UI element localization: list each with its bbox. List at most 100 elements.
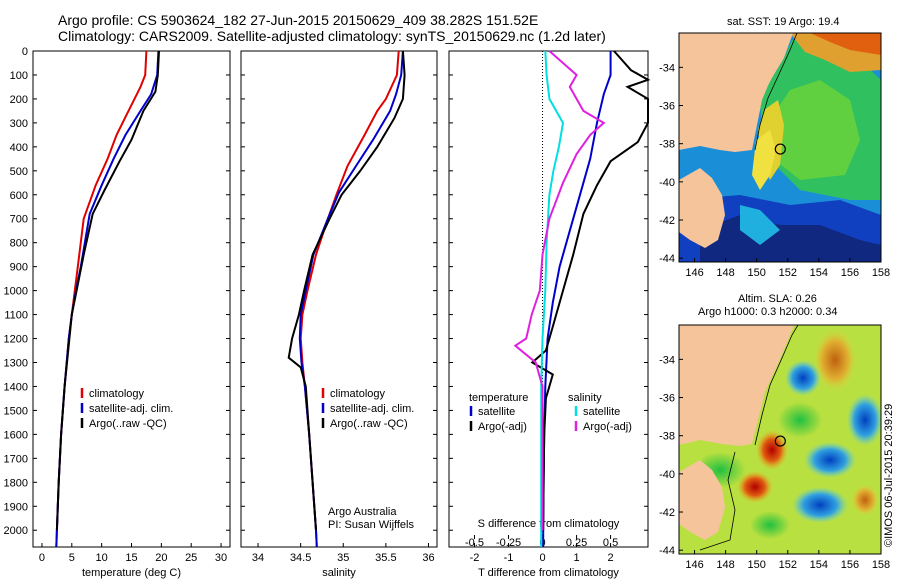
depth-tick-label: 1900 — [4, 501, 28, 513]
depth-tick-label: 100 — [10, 70, 28, 82]
legend-label: satellite — [583, 406, 620, 418]
depth-tick-label: 600 — [10, 190, 28, 202]
map-lat-label: -40 — [659, 177, 675, 189]
depth-axis: 0 100 200 300 400 500 600 700 800 900 1000 1100 1200… — [4, 46, 28, 537]
legend-label: climatology — [89, 388, 145, 400]
x-tick-label: 20 — [155, 552, 167, 564]
map-lon-label: 156 — [841, 267, 859, 279]
x-tick-label: 34 — [252, 552, 264, 564]
legend-label: satellite-adj. clim. — [89, 403, 173, 415]
x-tick-label: 5 — [69, 552, 75, 564]
header-line-1: Argo profile: CS 5903624_182 27-Jun-2015… — [58, 12, 539, 28]
depth-tick-label: 1400 — [4, 381, 28, 393]
s-tick-label: 0.5 — [603, 537, 618, 549]
header-line-2: Climatology: CARS2009. Satellite-adjuste… — [58, 28, 606, 44]
depth-tick-label: 1700 — [4, 453, 28, 465]
depth-tick-label: 1600 — [4, 429, 28, 441]
sla-map-title-2: Argo h1000: 0.3 h2000: 0.34 — [698, 306, 837, 318]
depth-tick-label: 800 — [10, 238, 28, 250]
depth-tick-label: 0 — [22, 46, 28, 58]
x-tick-label: 0 — [39, 552, 45, 564]
depth-tick-label: 200 — [10, 94, 28, 106]
plot-frame — [240, 50, 438, 548]
map-lon-label: 154 — [810, 559, 828, 571]
legend-label: satellite-adj. clim. — [330, 403, 414, 415]
map-lon-label: 148 — [716, 267, 734, 279]
map-lat-label: -42 — [659, 215, 675, 227]
x-tick-label: -1 — [504, 552, 514, 564]
map-lat-label: -34 — [659, 62, 675, 74]
x-tick-label: 35.5 — [375, 552, 396, 564]
s-tick-label: -0.5 — [465, 537, 484, 549]
map-lat-label: -42 — [659, 507, 675, 519]
map-lat-label: -34 — [659, 354, 675, 366]
x-tick-label: 35 — [337, 552, 349, 564]
footer-text: PI: Susan Wijffels — [328, 519, 414, 531]
sst-tasmania — [679, 168, 725, 248]
map-lon-label: 150 — [748, 559, 766, 571]
sst-map-title: sat. SST: 19 Argo: 19.4 — [727, 16, 840, 28]
legend-title-temperature: temperature — [469, 392, 528, 404]
series-line-argo-raw-qc- — [55, 50, 160, 531]
map-lat-label: -38 — [659, 431, 675, 443]
s-axis-label: S difference from climatology — [478, 518, 620, 530]
map-lon-label: 158 — [872, 559, 890, 571]
temperature-panel: 0 5 10 15 20 25 30 temperature (deg C) climatolo… — [32, 50, 231, 579]
series-line-temperature-argo-adj- — [530, 50, 651, 531]
depth-tick-label: 500 — [10, 166, 28, 178]
depth-tick-label: 2000 — [4, 525, 28, 537]
x-tick-label: 10 — [96, 552, 108, 564]
x-tick-label: 34.5 — [290, 552, 311, 564]
legend-label: Argo(..raw -QC) — [89, 418, 167, 430]
map-lat-label: -44 — [659, 545, 675, 557]
depth-tick-label: 300 — [10, 118, 28, 130]
x-axis-label: T difference from climatology — [478, 567, 619, 579]
legend-label: Argo(-adj) — [478, 421, 527, 433]
legend-title-salinity: salinity — [568, 392, 602, 404]
sla-argo-position-marker — [774, 435, 786, 447]
sla-map-title-1: Altim. SLA: 0.26 — [738, 293, 817, 305]
footer-text: Argo Australia — [328, 506, 397, 518]
depth-tick-label: 900 — [10, 262, 28, 274]
x-tick-label: 1 — [574, 552, 580, 564]
x-tick-label: 30 — [215, 552, 227, 564]
x-tick-label: 0 — [539, 552, 545, 564]
plot-frame — [32, 50, 231, 548]
map-lon-label: 146 — [685, 267, 703, 279]
plot-frame — [448, 50, 649, 548]
map-lon-label: 148 — [716, 559, 734, 571]
salinity-panel: 34 34.5 35 35.5 36 salinity climatology satelli… — [240, 50, 438, 579]
map-lon-label: 158 — [872, 267, 890, 279]
series-line-salinity-satellite — [540, 50, 565, 547]
sla-map: Altim. SLA: 0.26 Argo h1000: 0.3 h2000: … — [659, 293, 890, 571]
depth-tick-label: 1200 — [4, 334, 28, 346]
imos-credit: ©IMOS 06-Jul-2015 20:39:29 — [883, 404, 895, 547]
depth-tick-label: 400 — [10, 142, 28, 154]
map-lat-label: -38 — [659, 139, 675, 151]
series-line-argo-raw-qc- — [287, 50, 406, 531]
legend-label: Argo(..raw -QC) — [330, 418, 408, 430]
depth-tick-label: 1100 — [4, 310, 28, 322]
map-lon-label: 154 — [810, 267, 828, 279]
legend-label: Argo(-adj) — [583, 421, 632, 433]
legend-label: climatology — [330, 388, 386, 400]
map-lat-label: -40 — [659, 469, 675, 481]
map-lon-label: 152 — [779, 267, 797, 279]
depth-tick-label: 700 — [10, 214, 28, 226]
s-tick-label: -0.25 — [496, 537, 521, 549]
x-tick-label: 36 — [422, 552, 434, 564]
map-lon-label: 156 — [841, 559, 859, 571]
map-lat-label: -36 — [659, 101, 675, 113]
series-line-salinity-argo-adj- — [513, 50, 606, 531]
map-lat-label: -44 — [659, 253, 675, 265]
depth-tick-label: 1000 — [4, 286, 28, 298]
x-axis-label: temperature (deg C) — [82, 567, 181, 579]
x-tick-label: 25 — [185, 552, 197, 564]
map-lon-label: 152 — [779, 559, 797, 571]
legend-label: satellite — [478, 406, 515, 418]
depth-tick-label: 1300 — [4, 357, 28, 369]
sst-argo-position-marker — [774, 143, 786, 155]
map-lon-label: 150 — [748, 267, 766, 279]
map-lon-label: 146 — [685, 559, 703, 571]
